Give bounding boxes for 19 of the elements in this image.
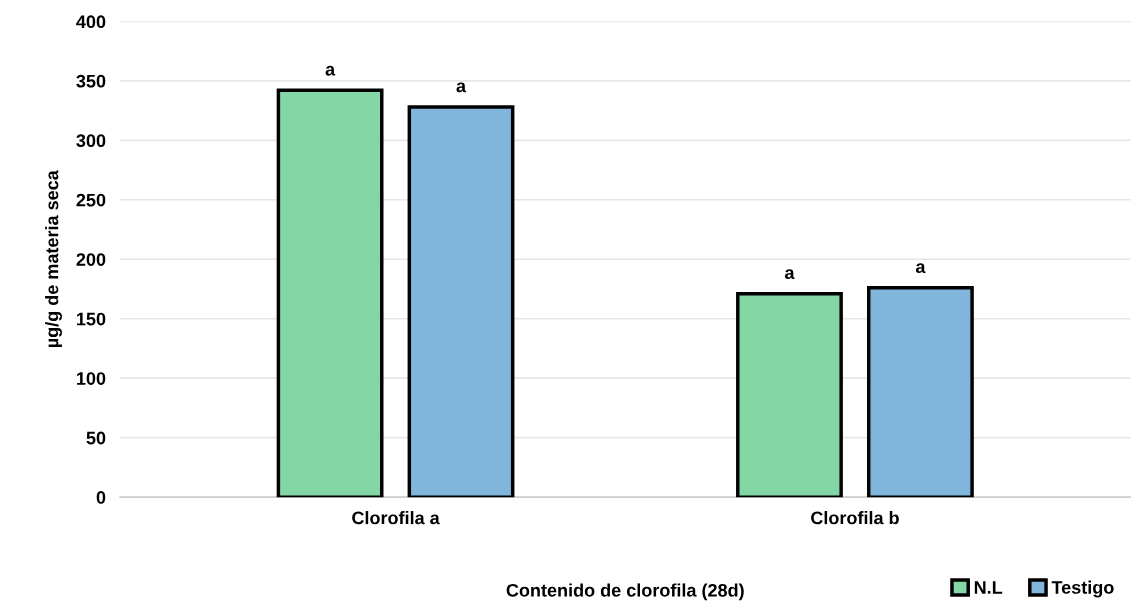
y-tick-label: 200 [76,253,106,266]
y-tick-label: 400 [76,15,106,29]
x-tick-label: Clorofila b [811,511,899,525]
y-tick-label: 150 [77,312,106,326]
x-axis-title: Contenido de clorofila (28d) [506,583,744,601]
y-tick-label: 300 [76,134,106,148]
y-tick-label: 0 [96,491,106,504]
y-tick-label: 250 [76,193,106,207]
y-tick-label: 100 [77,372,106,385]
legend-label: N.L [974,581,1003,594]
data-label: a [325,65,336,76]
legend-label: Testigo [1051,580,1114,598]
y-tick-label: 350 [76,74,106,88]
y-axis-title: µg/g de materia seca [45,170,63,348]
data-label: a [456,82,467,93]
data-label: a [915,263,926,274]
x-tick-label: Clorofila a [352,511,440,525]
y-tick-label: 50 [86,431,106,445]
data-label: a [784,269,795,280]
